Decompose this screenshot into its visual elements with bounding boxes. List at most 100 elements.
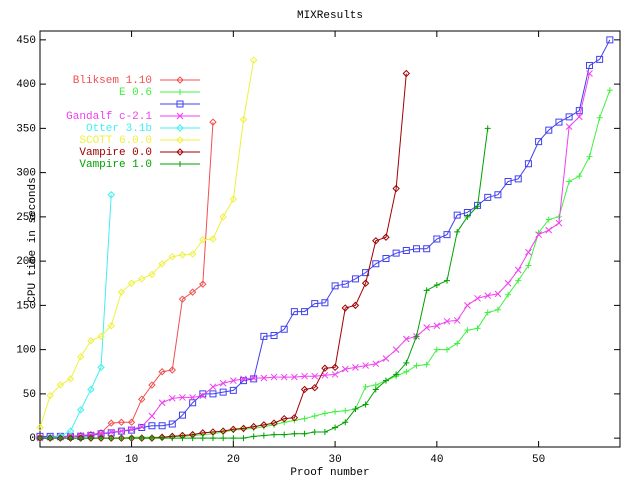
data-point — [229, 377, 237, 384]
legend-label: Vampire 1.0 — [79, 159, 152, 171]
data-point — [117, 427, 125, 435]
data-point — [97, 430, 105, 438]
data-point — [281, 431, 288, 438]
data-point — [524, 160, 532, 168]
data-point — [209, 435, 216, 442]
data-point — [321, 299, 329, 307]
data-point — [56, 434, 65, 442]
data-point — [220, 435, 227, 442]
y-tick-label: 450 — [16, 35, 36, 47]
data-point — [525, 262, 532, 269]
x-tick-label: 30 — [328, 454, 341, 466]
data-point — [66, 375, 75, 383]
data-point — [37, 435, 43, 442]
data-point — [178, 411, 186, 419]
data-point — [87, 434, 95, 442]
data-point — [555, 118, 563, 126]
data-point — [107, 429, 115, 437]
data-point — [229, 386, 237, 394]
data-point — [97, 363, 105, 372]
data-point — [66, 434, 75, 442]
legend-marker — [177, 89, 183, 95]
data-point — [504, 279, 512, 287]
data-point — [444, 277, 451, 284]
data-point — [138, 424, 146, 432]
data-point — [321, 410, 328, 417]
data-point — [76, 434, 85, 442]
data-point — [474, 325, 481, 332]
data-point — [301, 430, 308, 437]
data-point — [290, 414, 299, 422]
data-point — [117, 288, 126, 296]
data-point — [148, 270, 156, 279]
data-point — [505, 291, 512, 298]
data-point — [97, 332, 105, 341]
data-point — [118, 427, 125, 435]
data-point — [454, 228, 461, 235]
data-point — [545, 126, 553, 134]
data-point — [443, 317, 451, 325]
data-point — [433, 346, 440, 353]
data-point — [515, 277, 522, 284]
legend-marker — [176, 124, 184, 132]
data-point — [158, 368, 166, 376]
data-point — [178, 251, 187, 259]
data-point — [361, 279, 370, 287]
data-point — [555, 219, 563, 227]
data-point — [423, 361, 430, 368]
data-point — [219, 388, 227, 396]
data-point — [178, 295, 187, 303]
data-point — [188, 250, 197, 258]
data-point — [565, 123, 573, 130]
data-point — [98, 435, 105, 442]
data-point — [484, 292, 492, 300]
data-point — [392, 249, 400, 257]
data-point — [209, 383, 217, 391]
data-point — [382, 355, 390, 362]
y-axis-label: CPU time in seconds — [27, 177, 39, 302]
data-point — [514, 266, 522, 274]
data-point — [280, 325, 288, 333]
data-point — [321, 428, 328, 435]
data-point — [107, 322, 115, 330]
data-point — [565, 113, 573, 121]
data-point — [199, 236, 207, 244]
series-line — [39, 194, 112, 439]
data-point — [148, 381, 156, 389]
data-point — [412, 245, 420, 253]
data-point — [575, 113, 583, 121]
y-tick-label: 150 — [16, 300, 36, 312]
data-point — [179, 394, 186, 401]
data-point — [36, 423, 44, 432]
data-point — [392, 346, 400, 353]
data-point — [484, 125, 491, 132]
data-point — [127, 434, 136, 442]
x-tick-label: 10 — [125, 454, 138, 466]
data-point — [199, 390, 207, 398]
data-point — [188, 288, 197, 296]
data-point — [585, 62, 593, 70]
data-point — [341, 304, 349, 312]
data-point — [504, 177, 512, 185]
y-tick-label: 400 — [16, 79, 36, 91]
data-point — [341, 365, 349, 373]
data-point — [148, 422, 156, 430]
series-line — [39, 60, 255, 428]
data-point — [118, 435, 125, 442]
legend-marker — [176, 100, 184, 108]
data-point — [271, 431, 278, 438]
data-point — [311, 413, 318, 420]
data-point — [331, 363, 339, 372]
legend-marker — [176, 148, 184, 156]
y-tick-label: 50 — [23, 389, 36, 401]
data-point — [423, 245, 431, 253]
legend-label: Bliksem 1.10 — [73, 75, 152, 87]
data-point — [168, 252, 176, 261]
data-point — [158, 399, 166, 407]
legend-marker — [177, 161, 183, 167]
data-point — [148, 412, 156, 420]
data-point — [260, 432, 267, 439]
data-point — [545, 226, 553, 234]
data-point — [239, 115, 248, 124]
